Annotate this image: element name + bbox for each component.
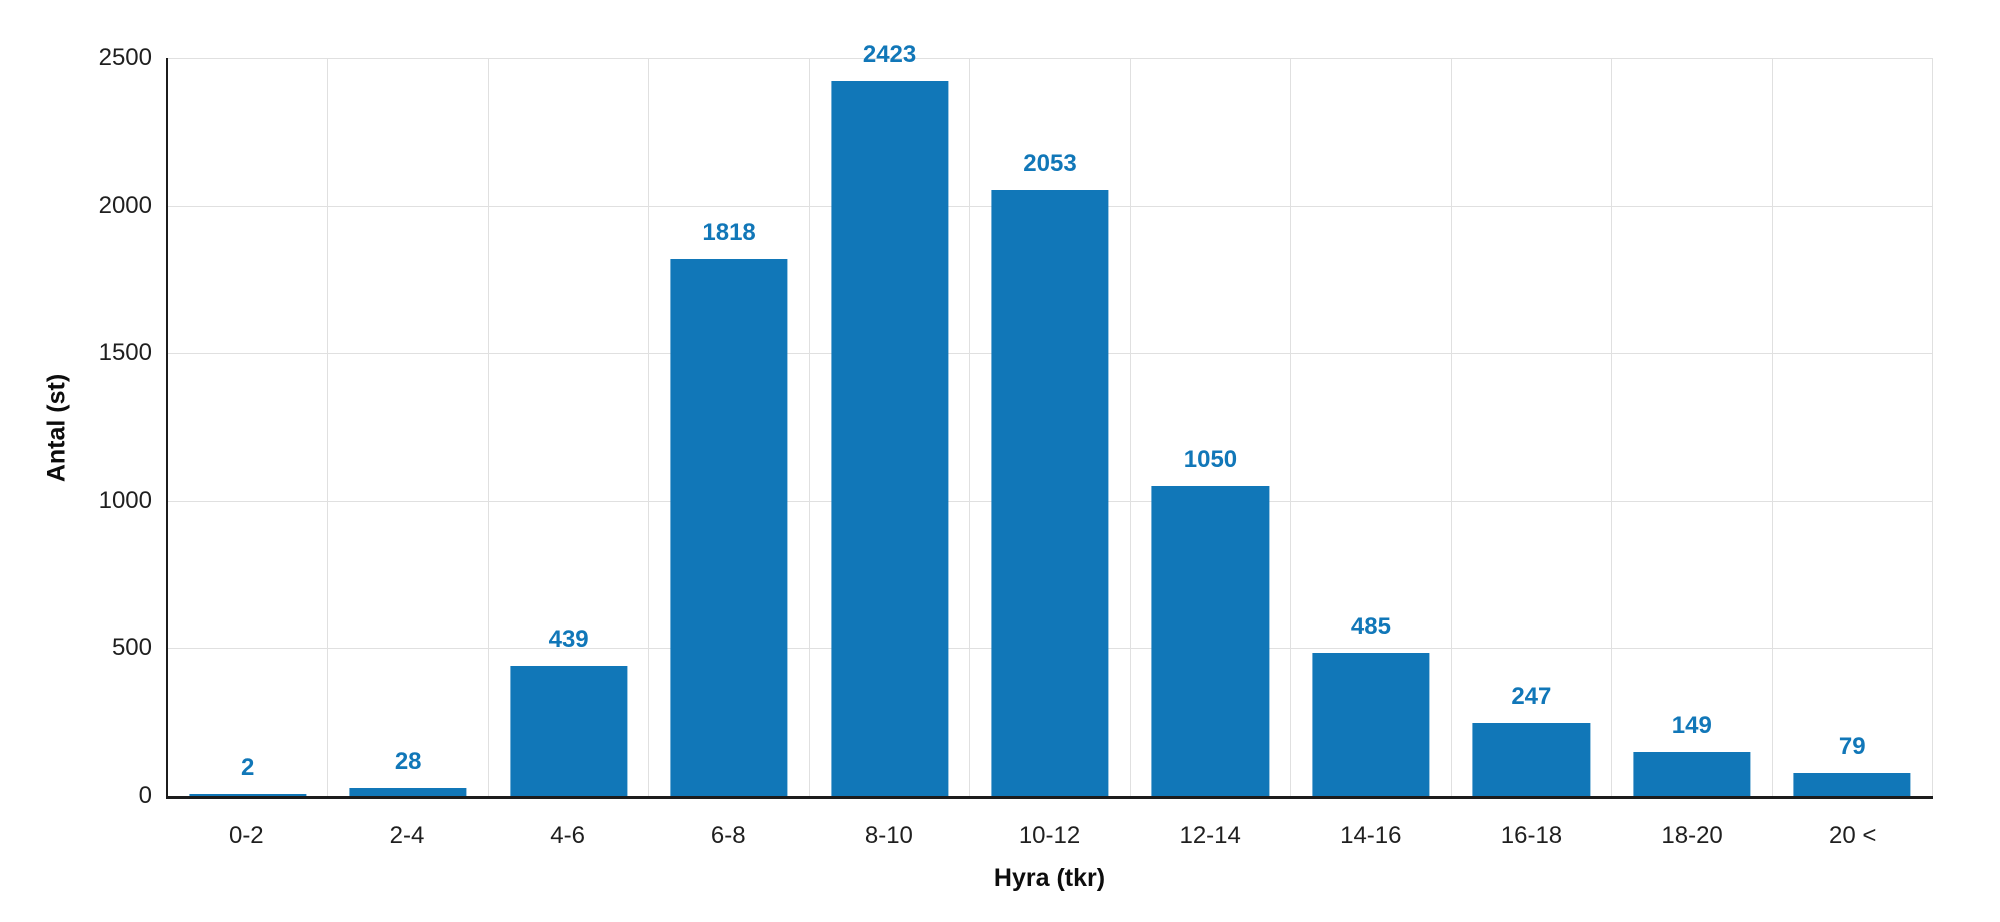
- category-cell: 439: [489, 58, 650, 796]
- bar-value-label: 2423: [862, 41, 917, 68]
- bar-value-label: 79: [1838, 733, 1866, 760]
- bar: [349, 788, 467, 796]
- category-cell: 149: [1612, 58, 1773, 796]
- y-axis-title: Antal (st): [42, 373, 71, 483]
- bar-value-label: 439: [548, 626, 589, 653]
- x-axis-title: Hyra (tkr): [993, 864, 1106, 892]
- x-tick-label: 10-12: [1018, 822, 1081, 849]
- bar-value-label: 485: [1350, 613, 1391, 640]
- y-tick-label: 2000: [98, 191, 152, 219]
- x-tick-label: 8-10: [864, 822, 913, 849]
- bar: [1472, 723, 1590, 796]
- plot-area: 2 28 439 1818 2423 2053 1050 485 247 149 79: [166, 41, 1933, 799]
- bar: [670, 259, 788, 796]
- x-tick-label: 18-20: [1661, 822, 1723, 849]
- bar: [1151, 486, 1270, 796]
- bars-container: 2 28 439 1818 2423 2053 1050 485 247 149 79: [168, 41, 1933, 796]
- bar: [510, 666, 628, 796]
- bar-value-label: 149: [1671, 712, 1712, 739]
- category-cell: 79: [1773, 58, 1933, 796]
- category-cell: 28: [328, 58, 489, 796]
- bar-value-label: 28: [394, 748, 422, 775]
- bar: [1312, 653, 1430, 796]
- x-tick-label: 4-6: [550, 822, 585, 849]
- x-tick-label: 12-14: [1179, 822, 1241, 849]
- category-cell: 1050: [1131, 58, 1292, 796]
- y-tick-label: 1500: [98, 339, 152, 367]
- x-tick-label: 0-2: [228, 822, 264, 849]
- bar-value-label: 247: [1511, 683, 1552, 710]
- category-cell: 1818: [649, 58, 810, 796]
- bar: [830, 81, 949, 796]
- bar-value-label: 2053: [1023, 150, 1077, 177]
- x-tick-label: 2-4: [389, 822, 425, 849]
- bar-value-label: 1818: [702, 219, 756, 246]
- category-cell: 485: [1291, 58, 1452, 796]
- bar: [991, 190, 1109, 796]
- category-cell: 247: [1452, 58, 1613, 796]
- bar: [1793, 773, 1911, 796]
- horizontal-gridline: [168, 58, 1933, 59]
- category-cell: 2423: [810, 41, 971, 796]
- bar-value-label: 1050: [1183, 446, 1238, 473]
- y-tick-label: 500: [111, 634, 152, 662]
- y-tick-label: 1000: [98, 486, 152, 514]
- y-tick-label: 0: [138, 782, 152, 809]
- category-cell: 2: [168, 58, 329, 796]
- x-tick-label: 16-18: [1500, 822, 1563, 849]
- bar: [189, 794, 307, 796]
- x-tick-label: 6-8: [710, 822, 746, 849]
- bar: [1633, 752, 1751, 796]
- category-cell: 2053: [970, 58, 1131, 796]
- x-axis-ticks: 0-2 2-4 4-6 6-8 8-10 10-12 12-14 14-16 16-18 18-2…: [166, 822, 1933, 850]
- x-tick-label: 20 <: [1829, 822, 1877, 849]
- y-tick-label: 2500: [98, 44, 152, 71]
- x-tick-label: 14-16: [1340, 822, 1402, 849]
- bar-value-label: 2: [241, 754, 255, 781]
